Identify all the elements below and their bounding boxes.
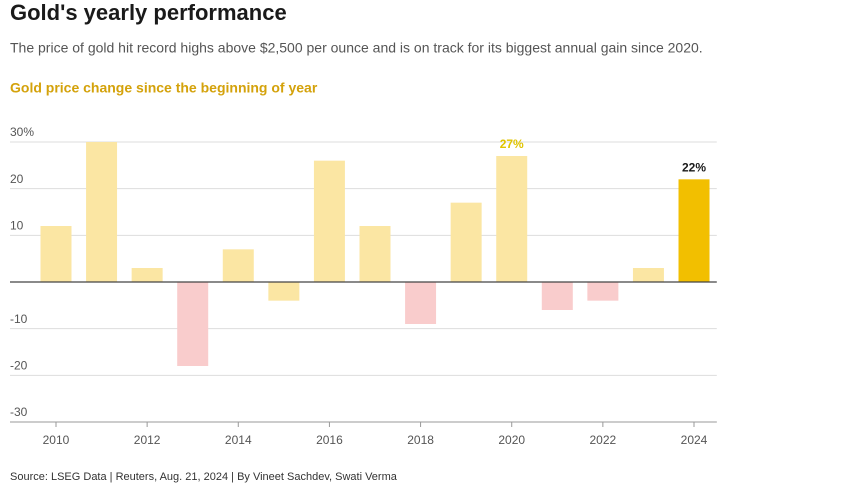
bar bbox=[86, 142, 118, 282]
x-tick-label: 2014 bbox=[225, 433, 252, 447]
bar bbox=[177, 282, 209, 366]
y-tick-label: 30% bbox=[10, 125, 34, 139]
x-tick-label: 2018 bbox=[407, 433, 434, 447]
source: Source: LSEG Data | Reuters, Aug. 21, 20… bbox=[10, 471, 398, 483]
bar bbox=[405, 282, 437, 324]
bar bbox=[541, 282, 573, 310]
bar bbox=[450, 202, 482, 282]
x-tick-label: 2024 bbox=[681, 433, 708, 447]
bar bbox=[632, 268, 664, 282]
y-tick-label: -20 bbox=[10, 359, 28, 373]
bar bbox=[587, 282, 619, 301]
chart-title: Gold's yearly performance bbox=[10, 0, 287, 25]
value-label: 22% bbox=[682, 161, 706, 175]
y-tick-label: -10 bbox=[10, 312, 28, 326]
bar bbox=[222, 249, 254, 282]
x-tick-label: 2022 bbox=[590, 433, 617, 447]
y-tick-label: -30 bbox=[10, 405, 28, 419]
y-tick-label: 10 bbox=[10, 219, 24, 233]
bar bbox=[131, 268, 163, 282]
x-tick-label: 2010 bbox=[43, 433, 70, 447]
y-tick-label: 20 bbox=[10, 172, 24, 186]
bar bbox=[313, 160, 345, 282]
bar bbox=[496, 156, 528, 282]
bar bbox=[359, 226, 391, 282]
subtitle: The price of gold hit record highs above… bbox=[10, 40, 703, 56]
x-tick-label: 2012 bbox=[134, 433, 161, 447]
bar bbox=[678, 179, 710, 282]
bar bbox=[268, 282, 300, 301]
x-tick-label: 2020 bbox=[498, 433, 525, 447]
chart-subtitle: Gold price change since the beginning of… bbox=[10, 80, 318, 96]
x-tick-label: 2016 bbox=[316, 433, 343, 447]
bar bbox=[40, 226, 72, 282]
value-label: 27% bbox=[500, 137, 524, 151]
